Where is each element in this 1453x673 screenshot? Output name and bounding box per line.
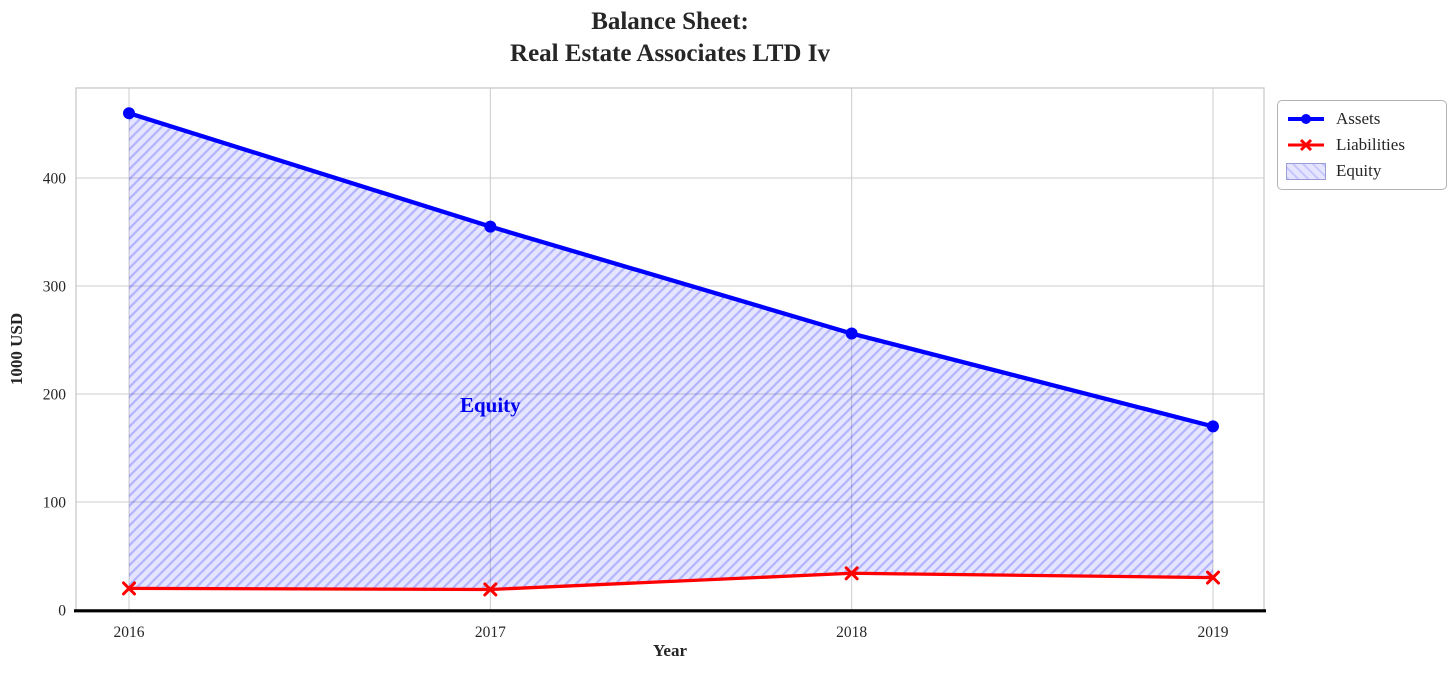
x-axis-label: Year bbox=[653, 641, 687, 660]
x-tick-label: 2016 bbox=[114, 624, 145, 641]
liabilities-line bbox=[127, 571, 1215, 592]
legend: Assets Liabilities Equity bbox=[1277, 100, 1447, 190]
liabilities-line-icon bbox=[1288, 138, 1324, 152]
equity-hatch-swatch-icon bbox=[1286, 162, 1326, 180]
liabilities-marker bbox=[122, 581, 136, 596]
x-tick-label: 2019 bbox=[1198, 624, 1229, 641]
assets-line-icon bbox=[1288, 114, 1324, 124]
assets-marker bbox=[123, 107, 135, 120]
y-tick-label: 0 bbox=[58, 603, 66, 620]
x-tick-label: 2017 bbox=[475, 624, 506, 641]
legend-item-assets: Assets bbox=[1286, 106, 1438, 132]
assets-marker bbox=[845, 327, 858, 340]
legend-label-liabilities: Liabilities bbox=[1336, 135, 1405, 154]
equity-area-hatch bbox=[129, 113, 1213, 590]
liabilities-marker bbox=[1206, 570, 1220, 585]
y-tick-label: 200 bbox=[43, 387, 67, 404]
assets-line bbox=[126, 111, 1216, 429]
chart-title: Balance Sheet: Real Estate Associates LT… bbox=[510, 8, 830, 67]
assets-circle-marker-icon bbox=[1301, 114, 1311, 124]
liabilities-marker bbox=[844, 566, 859, 581]
legend-item-liabilities: Liabilities bbox=[1286, 132, 1438, 158]
y-axis-label: 1000 USD bbox=[7, 312, 26, 386]
y-tick-label: 100 bbox=[43, 495, 67, 512]
liabilities-x-marker-icon bbox=[1299, 138, 1313, 152]
x-tick-label: 2018 bbox=[836, 624, 867, 641]
equity-annotation: Equity bbox=[460, 393, 521, 417]
legend-item-equity: Equity bbox=[1286, 158, 1438, 184]
y-tick-label: 300 bbox=[43, 279, 67, 296]
assets-marker bbox=[484, 220, 497, 233]
assets-marker bbox=[1207, 420, 1219, 433]
legend-label-equity: Equity bbox=[1336, 161, 1382, 180]
y-tick-label: 400 bbox=[43, 171, 67, 188]
legend-label-assets: Assets bbox=[1336, 109, 1381, 128]
liabilities-marker bbox=[483, 582, 498, 597]
